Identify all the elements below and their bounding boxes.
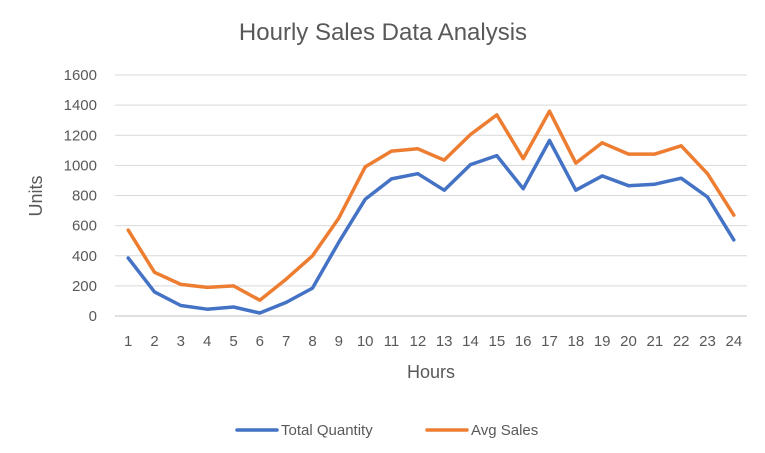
data-point — [205, 285, 209, 289]
x-tick-label: 14 — [462, 333, 479, 350]
legend: Total Quantity Avg Sales — [235, 422, 538, 439]
data-point — [232, 284, 235, 288]
data-point — [627, 152, 630, 156]
data-point — [337, 240, 341, 244]
data-point — [126, 228, 130, 232]
legend-label: Total Quantity — [281, 422, 373, 439]
data-point — [469, 132, 472, 136]
data-point — [258, 298, 262, 302]
data-point — [153, 270, 156, 274]
series-lines — [126, 109, 736, 315]
x-tick-label: 15 — [488, 333, 505, 350]
y-tick-label: 1200 — [64, 127, 97, 144]
data-point — [442, 188, 446, 192]
x-tick-label: 8 — [308, 333, 316, 350]
gridlines — [115, 74, 747, 317]
data-point — [284, 300, 288, 304]
data-point — [732, 238, 736, 242]
data-point — [179, 303, 183, 307]
x-tick-label: 9 — [335, 333, 343, 350]
data-point — [232, 305, 235, 309]
data-point — [600, 141, 604, 145]
y-axis-ticks: 0 200 400 600 800 1000 1200 1400 1600 — [64, 67, 97, 325]
y-axis-title: Units — [26, 175, 46, 216]
data-point — [679, 176, 683, 180]
x-tick-label: 18 — [567, 333, 584, 350]
data-point — [153, 290, 156, 294]
data-point — [284, 277, 288, 281]
x-tick-label: 3 — [177, 333, 185, 350]
data-point — [179, 282, 183, 286]
data-point — [495, 113, 499, 117]
data-point — [126, 256, 130, 260]
x-tick-label: 24 — [725, 333, 742, 350]
chart-title: Hourly Sales Data Analysis — [239, 19, 527, 46]
data-point — [363, 165, 367, 169]
series-line-avg-sales — [126, 109, 736, 302]
data-point — [521, 157, 525, 161]
data-point — [442, 158, 446, 162]
x-tick-label: 12 — [409, 333, 426, 350]
x-tick-label: 10 — [357, 333, 374, 350]
y-tick-label: 200 — [72, 278, 97, 295]
data-point — [679, 144, 683, 148]
x-tick-label: 6 — [256, 333, 264, 350]
x-tick-label: 5 — [229, 333, 237, 350]
x-tick-label: 22 — [673, 333, 690, 350]
data-point — [653, 152, 657, 156]
data-point — [337, 216, 341, 220]
data-point — [311, 286, 314, 290]
data-point — [363, 197, 367, 201]
x-tick-label: 11 — [384, 333, 400, 350]
series-line-total-quantity — [126, 138, 736, 315]
x-axis-ticks: 1 2 3 4 5 6 7 8 9 10 11 12 13 14 15 16 17 18 19 20 21 22 23 24 — [124, 333, 742, 350]
data-point — [311, 254, 314, 258]
x-tick-label: 13 — [436, 333, 453, 350]
data-point — [469, 163, 472, 167]
y-tick-label: 1000 — [64, 157, 97, 174]
x-axis-title: Hours — [407, 362, 455, 382]
data-point — [574, 161, 578, 165]
y-tick-label: 800 — [72, 188, 97, 205]
data-point — [706, 172, 709, 176]
data-point — [574, 188, 578, 192]
data-point — [548, 139, 551, 143]
x-tick-label: 4 — [203, 333, 211, 350]
y-tick-label: 400 — [72, 248, 97, 265]
data-point — [548, 109, 551, 113]
x-tick-label: 7 — [282, 333, 290, 350]
data-point — [416, 172, 420, 176]
y-tick-label: 1400 — [64, 97, 97, 114]
x-tick-label: 1 — [124, 333, 132, 350]
data-point — [627, 184, 630, 188]
data-point — [390, 149, 393, 153]
data-point — [653, 182, 657, 186]
data-point — [521, 187, 525, 191]
y-tick-label: 1600 — [64, 67, 97, 84]
x-tick-label: 16 — [515, 333, 532, 350]
x-tick-label: 20 — [620, 333, 637, 350]
x-tick-label: 17 — [541, 333, 558, 350]
data-point — [495, 154, 499, 158]
data-point — [706, 195, 709, 199]
data-point — [600, 174, 604, 178]
data-point — [258, 311, 262, 315]
x-tick-label: 19 — [594, 333, 611, 350]
data-point — [205, 307, 209, 311]
y-tick-label: 0 — [89, 308, 97, 325]
x-tick-label: 21 — [646, 333, 663, 350]
x-tick-label: 23 — [699, 333, 716, 350]
y-tick-label: 600 — [72, 218, 97, 235]
data-point — [390, 177, 393, 181]
data-point — [732, 213, 736, 217]
data-point — [416, 147, 420, 151]
x-tick-label: 2 — [150, 333, 158, 350]
legend-label: Avg Sales — [471, 422, 538, 439]
